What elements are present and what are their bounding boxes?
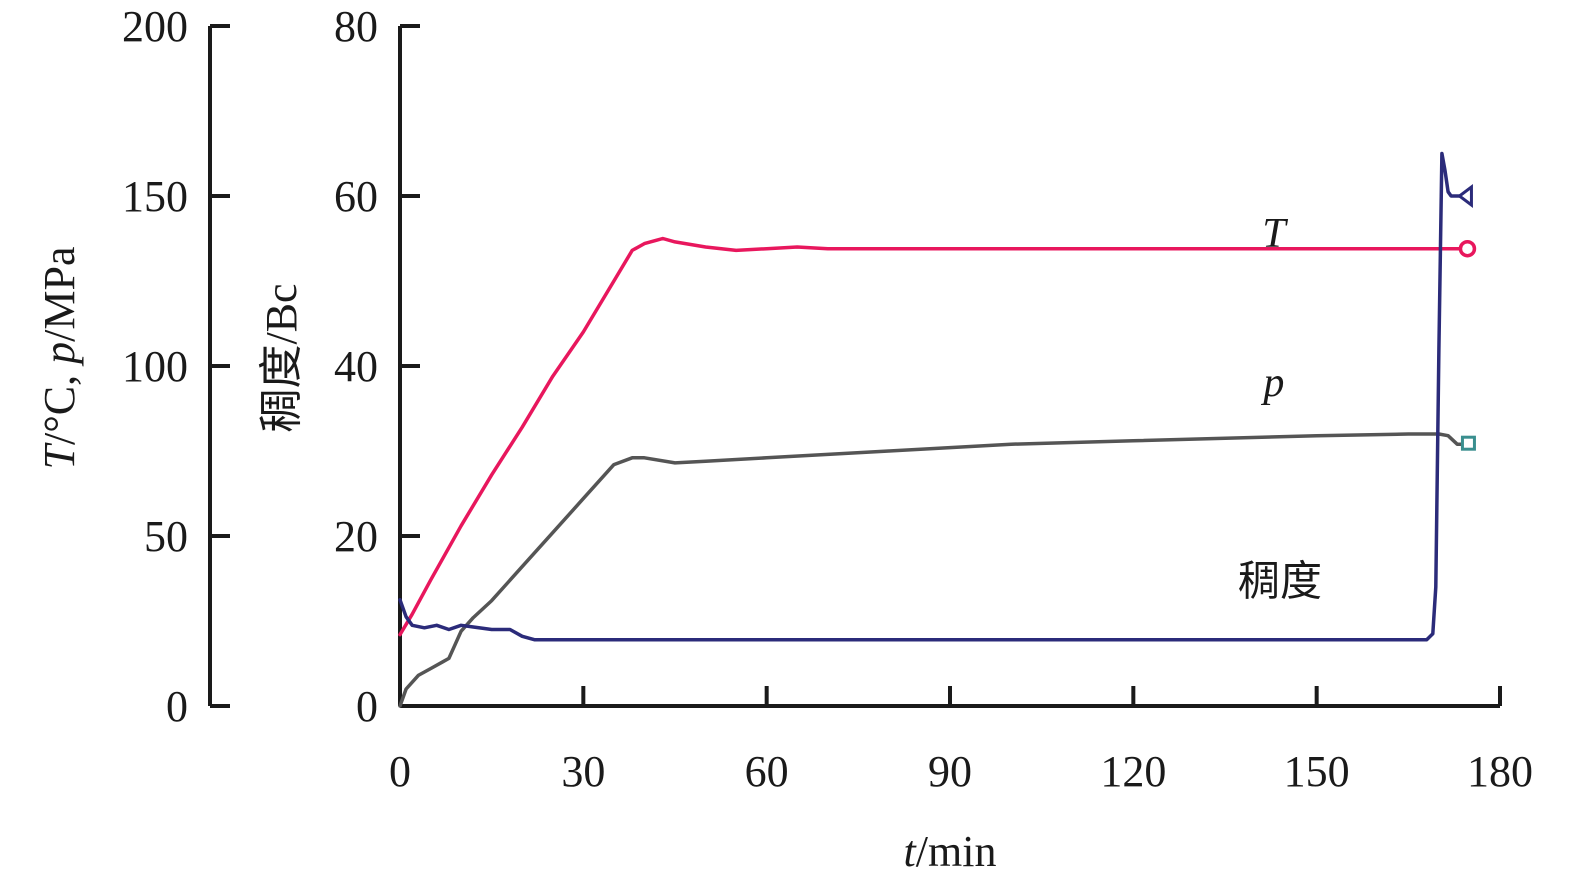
labels-group: t/min T/°C, p/MPa 稠度/Bc Tp 稠度 bbox=[35, 211, 1322, 876]
left-y-tick-label: 200 bbox=[122, 2, 188, 51]
series-line-0 bbox=[398, 236, 1472, 637]
left-y-tick-label: 0 bbox=[166, 682, 188, 731]
left-y-tick-label: 50 bbox=[144, 512, 188, 561]
left-y-tick-label: 100 bbox=[122, 342, 188, 391]
mid-y-axis-title: 稠度/Bc bbox=[257, 283, 306, 432]
series-marker-square bbox=[1460, 435, 1476, 451]
mid-y-tick-label: 0 bbox=[356, 682, 378, 731]
series-line-1 bbox=[398, 432, 1472, 708]
mid-y-tick-label: 60 bbox=[334, 172, 378, 221]
x-axis-title: t/min bbox=[904, 827, 997, 876]
x-tick-label: 180 bbox=[1467, 747, 1533, 796]
mid-y-tick-label: 80 bbox=[334, 2, 378, 51]
x-tick-label: 90 bbox=[928, 747, 972, 796]
series-annotation-0: T bbox=[1262, 211, 1288, 257]
left-y-axis-title: T/°C, p/MPa bbox=[35, 246, 84, 469]
series-annotation-1: p bbox=[1260, 360, 1284, 406]
left-y-tick-label: 150 bbox=[122, 172, 188, 221]
series-line-2 bbox=[398, 151, 1472, 642]
x-tick-label: 120 bbox=[1100, 747, 1166, 796]
x-tick-label: 150 bbox=[1284, 747, 1350, 796]
x-tick-label: 0 bbox=[389, 747, 411, 796]
series-group bbox=[398, 151, 1477, 708]
series-marker-triangle bbox=[1456, 184, 1473, 208]
mid-y-tick-label: 40 bbox=[334, 342, 378, 391]
series-marker-circle bbox=[1458, 239, 1477, 258]
x-tick-label: 30 bbox=[561, 747, 605, 796]
axes-group: 0 50 100 150 200 0 20 40 60 80 0 30 60 90 120 150 180 bbox=[122, 2, 1533, 796]
x-tick-label: 60 bbox=[745, 747, 789, 796]
series-annotation-2: 稠度 bbox=[1238, 560, 1322, 606]
mid-y-tick-label: 20 bbox=[334, 512, 378, 561]
